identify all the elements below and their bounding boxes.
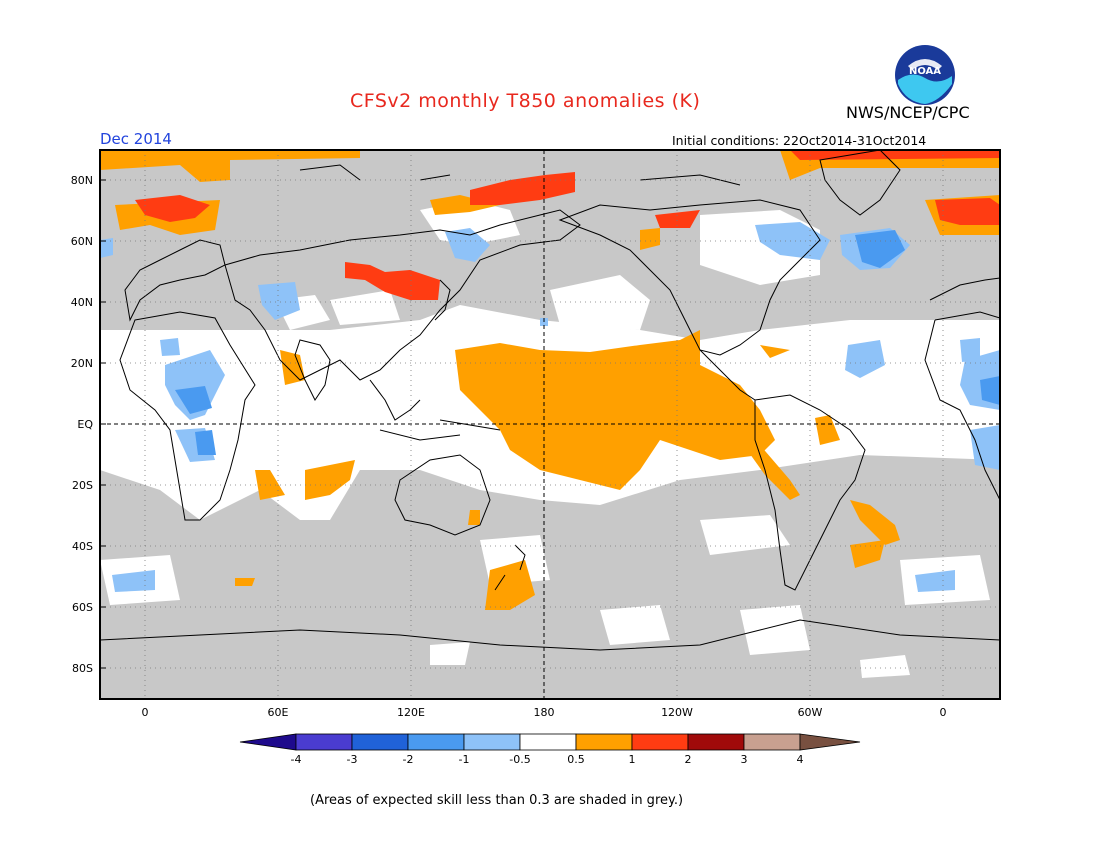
colorbar-bin [631,733,689,751]
lon-label-120w: 120W [661,706,693,719]
colorbar-label: -1 [459,753,470,766]
map-title: CFSv2 monthly T850 anomalies (K) [350,90,701,112]
colorbar-labels: -4 -3 -2 -1 -0.5 0.5 1 2 3 4 [291,753,804,766]
colorbar-bin [519,733,577,751]
coastlines [100,150,1000,651]
agency-label: NWS/NCEP/CPC [846,103,970,122]
colorbar-label: 1 [629,753,636,766]
skill-note: (Areas of expected skill less than 0.3 a… [310,793,684,808]
lon-label-0-right: 0 [940,706,947,719]
colorbar-label: 3 [741,753,748,766]
logo-text: NOAA [909,66,941,77]
lat-labels: 80N 60N 40N 20N EQ 20S 40S 60S 80S [71,174,94,675]
colorbar-arrow-right [799,733,861,751]
lat-label-80n: 80N [71,174,93,187]
colorbar-bin [575,733,633,751]
lon-label-60w: 60W [798,706,823,719]
colorbar-bin [351,733,409,751]
lon-label-60e: 60E [268,706,289,719]
lat-label-40s: 40S [72,540,93,553]
colorbar-label: -0.5 [509,753,530,766]
colorbar-label: 2 [685,753,692,766]
lat-label-40n: 40N [71,296,93,309]
lon-label-0: 0 [142,706,149,719]
colorbar-arrow-left [239,733,297,751]
colorbar-label: -2 [403,753,414,766]
lat-label-80s: 80S [72,662,93,675]
initial-conditions: Initial conditions: 22Oct2014-31Oct2014 [672,133,927,148]
forecast-month: Dec 2014 [100,130,172,148]
graticule [100,150,1000,699]
colorbar-bin [407,733,465,751]
colorbar-label: 0.5 [567,753,585,766]
colorbar-bin [687,733,745,751]
colorbar-bin [295,733,353,751]
colorbar-label: -3 [347,753,358,766]
cold-anomaly-light [100,222,1000,592]
lat-label-60s: 60S [72,601,93,614]
colorbar-bin [463,733,521,751]
noaa-logo: NOAA [895,45,955,105]
lat-label-eq: EQ [77,418,93,431]
colorbar-bin [743,733,801,751]
colorbar-label: -4 [291,753,302,766]
lat-label-60n: 60N [71,235,93,248]
lat-label-20s: 20S [72,479,93,492]
lat-tick-marks [100,179,106,669]
colorbar-label: 4 [797,753,804,766]
cold-anomaly-medium [175,230,1000,455]
lon-label-180: 180 [534,706,555,719]
lat-label-20n: 20N [71,357,93,370]
warm-anomaly-red [135,150,1000,300]
colorbar [239,733,861,751]
lon-labels: 0 60E 120E 180 120W 60W 0 [142,706,947,719]
lon-label-120e: 120E [397,706,425,719]
